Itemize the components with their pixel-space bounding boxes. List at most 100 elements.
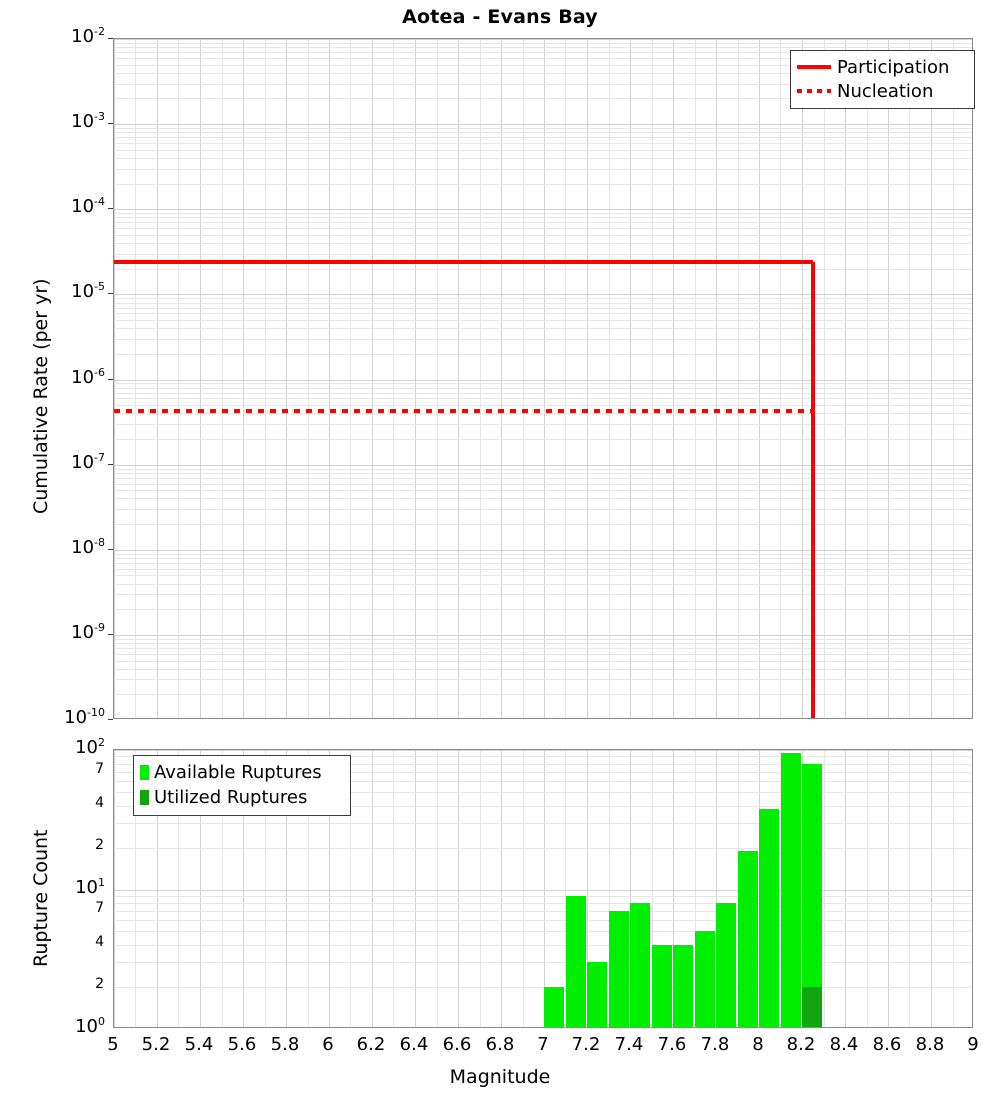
- grid-line-vertical: [931, 750, 932, 1027]
- grid-line-vertical: [802, 39, 803, 718]
- top-panel-y-tick-mark: [108, 548, 113, 550]
- grid-line-horizontal-minor: [114, 73, 972, 74]
- x-tick-label: 5.4: [184, 1034, 214, 1055]
- grid-line-horizontal-minor: [114, 473, 972, 474]
- bottom-panel-y-minor-tick-label: 4: [95, 794, 104, 811]
- legend-label-participation: Participation: [837, 56, 950, 78]
- grid-line-vertical: [673, 39, 674, 718]
- grid-line-vertical: [437, 750, 438, 1027]
- legend-label-utilized-ruptures: Utilized Ruptures: [154, 787, 308, 808]
- grid-line-horizontal-minor: [114, 150, 972, 151]
- grid-line-vertical: [652, 39, 653, 718]
- grid-line-horizontal-minor: [114, 393, 972, 394]
- bottom-panel-y-minor-tick-label: 2: [95, 836, 104, 853]
- x-tick-label: 8.4: [829, 1034, 859, 1055]
- top-panel-y-tick-mark: [108, 633, 113, 635]
- grid-line-vertical: [888, 750, 889, 1027]
- grid-line-horizontal-major: [114, 294, 972, 295]
- grid-line-horizontal-minor: [114, 254, 972, 255]
- grid-line-vertical: [716, 39, 717, 718]
- grid-line-vertical: [953, 750, 954, 1027]
- top-panel-y-tick-mark: [108, 463, 113, 465]
- grid-line-vertical: [350, 750, 351, 1027]
- grid-line-vertical: [222, 750, 223, 1027]
- grid-line-horizontal-minor: [114, 792, 972, 793]
- histogram-bar-available: [587, 962, 608, 1027]
- grid-line-horizontal-minor: [114, 439, 972, 440]
- bottom-panel-y-tick-label: 100: [75, 1015, 105, 1037]
- grid-line-vertical: [501, 39, 502, 718]
- grid-line-horizontal-minor: [114, 58, 972, 59]
- grid-line-horizontal-minor: [114, 98, 972, 99]
- histogram-bar-available: [759, 808, 780, 1027]
- grid-line-vertical: [630, 39, 631, 718]
- grid-line-vertical: [523, 39, 524, 718]
- histogram-bar-available: [716, 903, 737, 1027]
- grid-line-vertical: [243, 39, 244, 718]
- grid-line-vertical: [609, 750, 610, 1027]
- grid-line-vertical: [565, 39, 566, 718]
- grid-line-horizontal-minor: [114, 806, 972, 807]
- grid-line-horizontal-minor: [114, 137, 972, 138]
- grid-line-horizontal-minor: [114, 469, 972, 470]
- grid-line-vertical: [222, 39, 223, 718]
- grid-line-vertical: [415, 750, 416, 1027]
- legend-item-nucleation: Nucleation: [797, 79, 966, 103]
- grid-line-horizontal-minor: [114, 222, 972, 223]
- series-nucleation-horizontal: [114, 408, 813, 413]
- grid-line-horizontal-minor: [114, 424, 972, 425]
- grid-line-vertical: [329, 750, 330, 1027]
- grid-line-horizontal-minor: [114, 413, 972, 414]
- grid-line-horizontal-minor: [114, 184, 972, 185]
- bottom-panel-y-minor-tick-label: 7: [95, 900, 104, 917]
- bottom-panel-y-minor-tick-label: 2: [95, 976, 104, 992]
- grid-line-vertical: [652, 750, 653, 1027]
- top-panel-y-tick-mark: [108, 208, 113, 210]
- grid-line-horizontal-minor: [114, 584, 972, 585]
- grid-line-vertical: [200, 39, 201, 718]
- available-ruptures-swatch: [140, 765, 149, 780]
- grid-line-horizontal-minor: [114, 158, 972, 159]
- histogram-bar-available: [565, 895, 586, 1027]
- utilized-ruptures-swatch: [140, 790, 149, 805]
- grid-line-horizontal-minor: [114, 558, 972, 559]
- grid-line-horizontal-minor: [114, 920, 972, 921]
- grid-line-horizontal-minor: [114, 563, 972, 564]
- top-panel-y-axis-label: Cumulative Rate (per yr): [30, 277, 52, 514]
- grid-line-horizontal-minor: [114, 308, 972, 309]
- grid-line-horizontal-major: [114, 209, 972, 210]
- grid-line-vertical: [243, 750, 244, 1027]
- grid-line-vertical: [437, 39, 438, 718]
- x-tick-label: 7.4: [614, 1034, 644, 1055]
- x-tick-label: 6: [322, 1034, 334, 1055]
- bottom-panel-y-minor-tick-label: 4: [95, 934, 104, 950]
- grid-line-horizontal-minor: [114, 661, 972, 662]
- x-axis-label: Magnitude: [449, 1066, 551, 1088]
- x-tick-label: 6.2: [356, 1034, 386, 1055]
- top-panel-y-tick-mark: [108, 719, 113, 720]
- histogram-bar-utilized: [802, 987, 823, 1027]
- x-tick-label: 7.6: [657, 1034, 687, 1055]
- grid-line-vertical: [480, 39, 481, 718]
- grid-line-horizontal-minor: [114, 235, 972, 236]
- grid-line-vertical: [480, 750, 481, 1027]
- histogram-bar-available: [544, 987, 565, 1027]
- grid-line-vertical: [329, 39, 330, 718]
- bottom-panel-y-tick-label: 101: [75, 875, 105, 898]
- grid-line-horizontal-minor: [114, 84, 972, 85]
- x-tick-label: 5.8: [270, 1034, 300, 1055]
- x-tick-label: 8.6: [872, 1034, 902, 1055]
- grid-line-vertical: [544, 750, 545, 1027]
- top-plot-area: [114, 39, 972, 718]
- top-panel-y-tick-mark: [108, 123, 113, 125]
- grid-line-vertical: [909, 750, 910, 1027]
- x-tick-label: 7.8: [700, 1034, 730, 1055]
- legend-label-available-ruptures: Available Ruptures: [154, 762, 322, 783]
- x-tick-label: 8.8: [915, 1034, 945, 1055]
- grid-line-horizontal-major: [114, 550, 972, 551]
- grid-line-horizontal-minor: [114, 320, 972, 321]
- x-tick-label: 8.2: [786, 1034, 816, 1055]
- grid-line-horizontal-minor: [114, 509, 972, 510]
- grid-line-vertical: [931, 39, 932, 718]
